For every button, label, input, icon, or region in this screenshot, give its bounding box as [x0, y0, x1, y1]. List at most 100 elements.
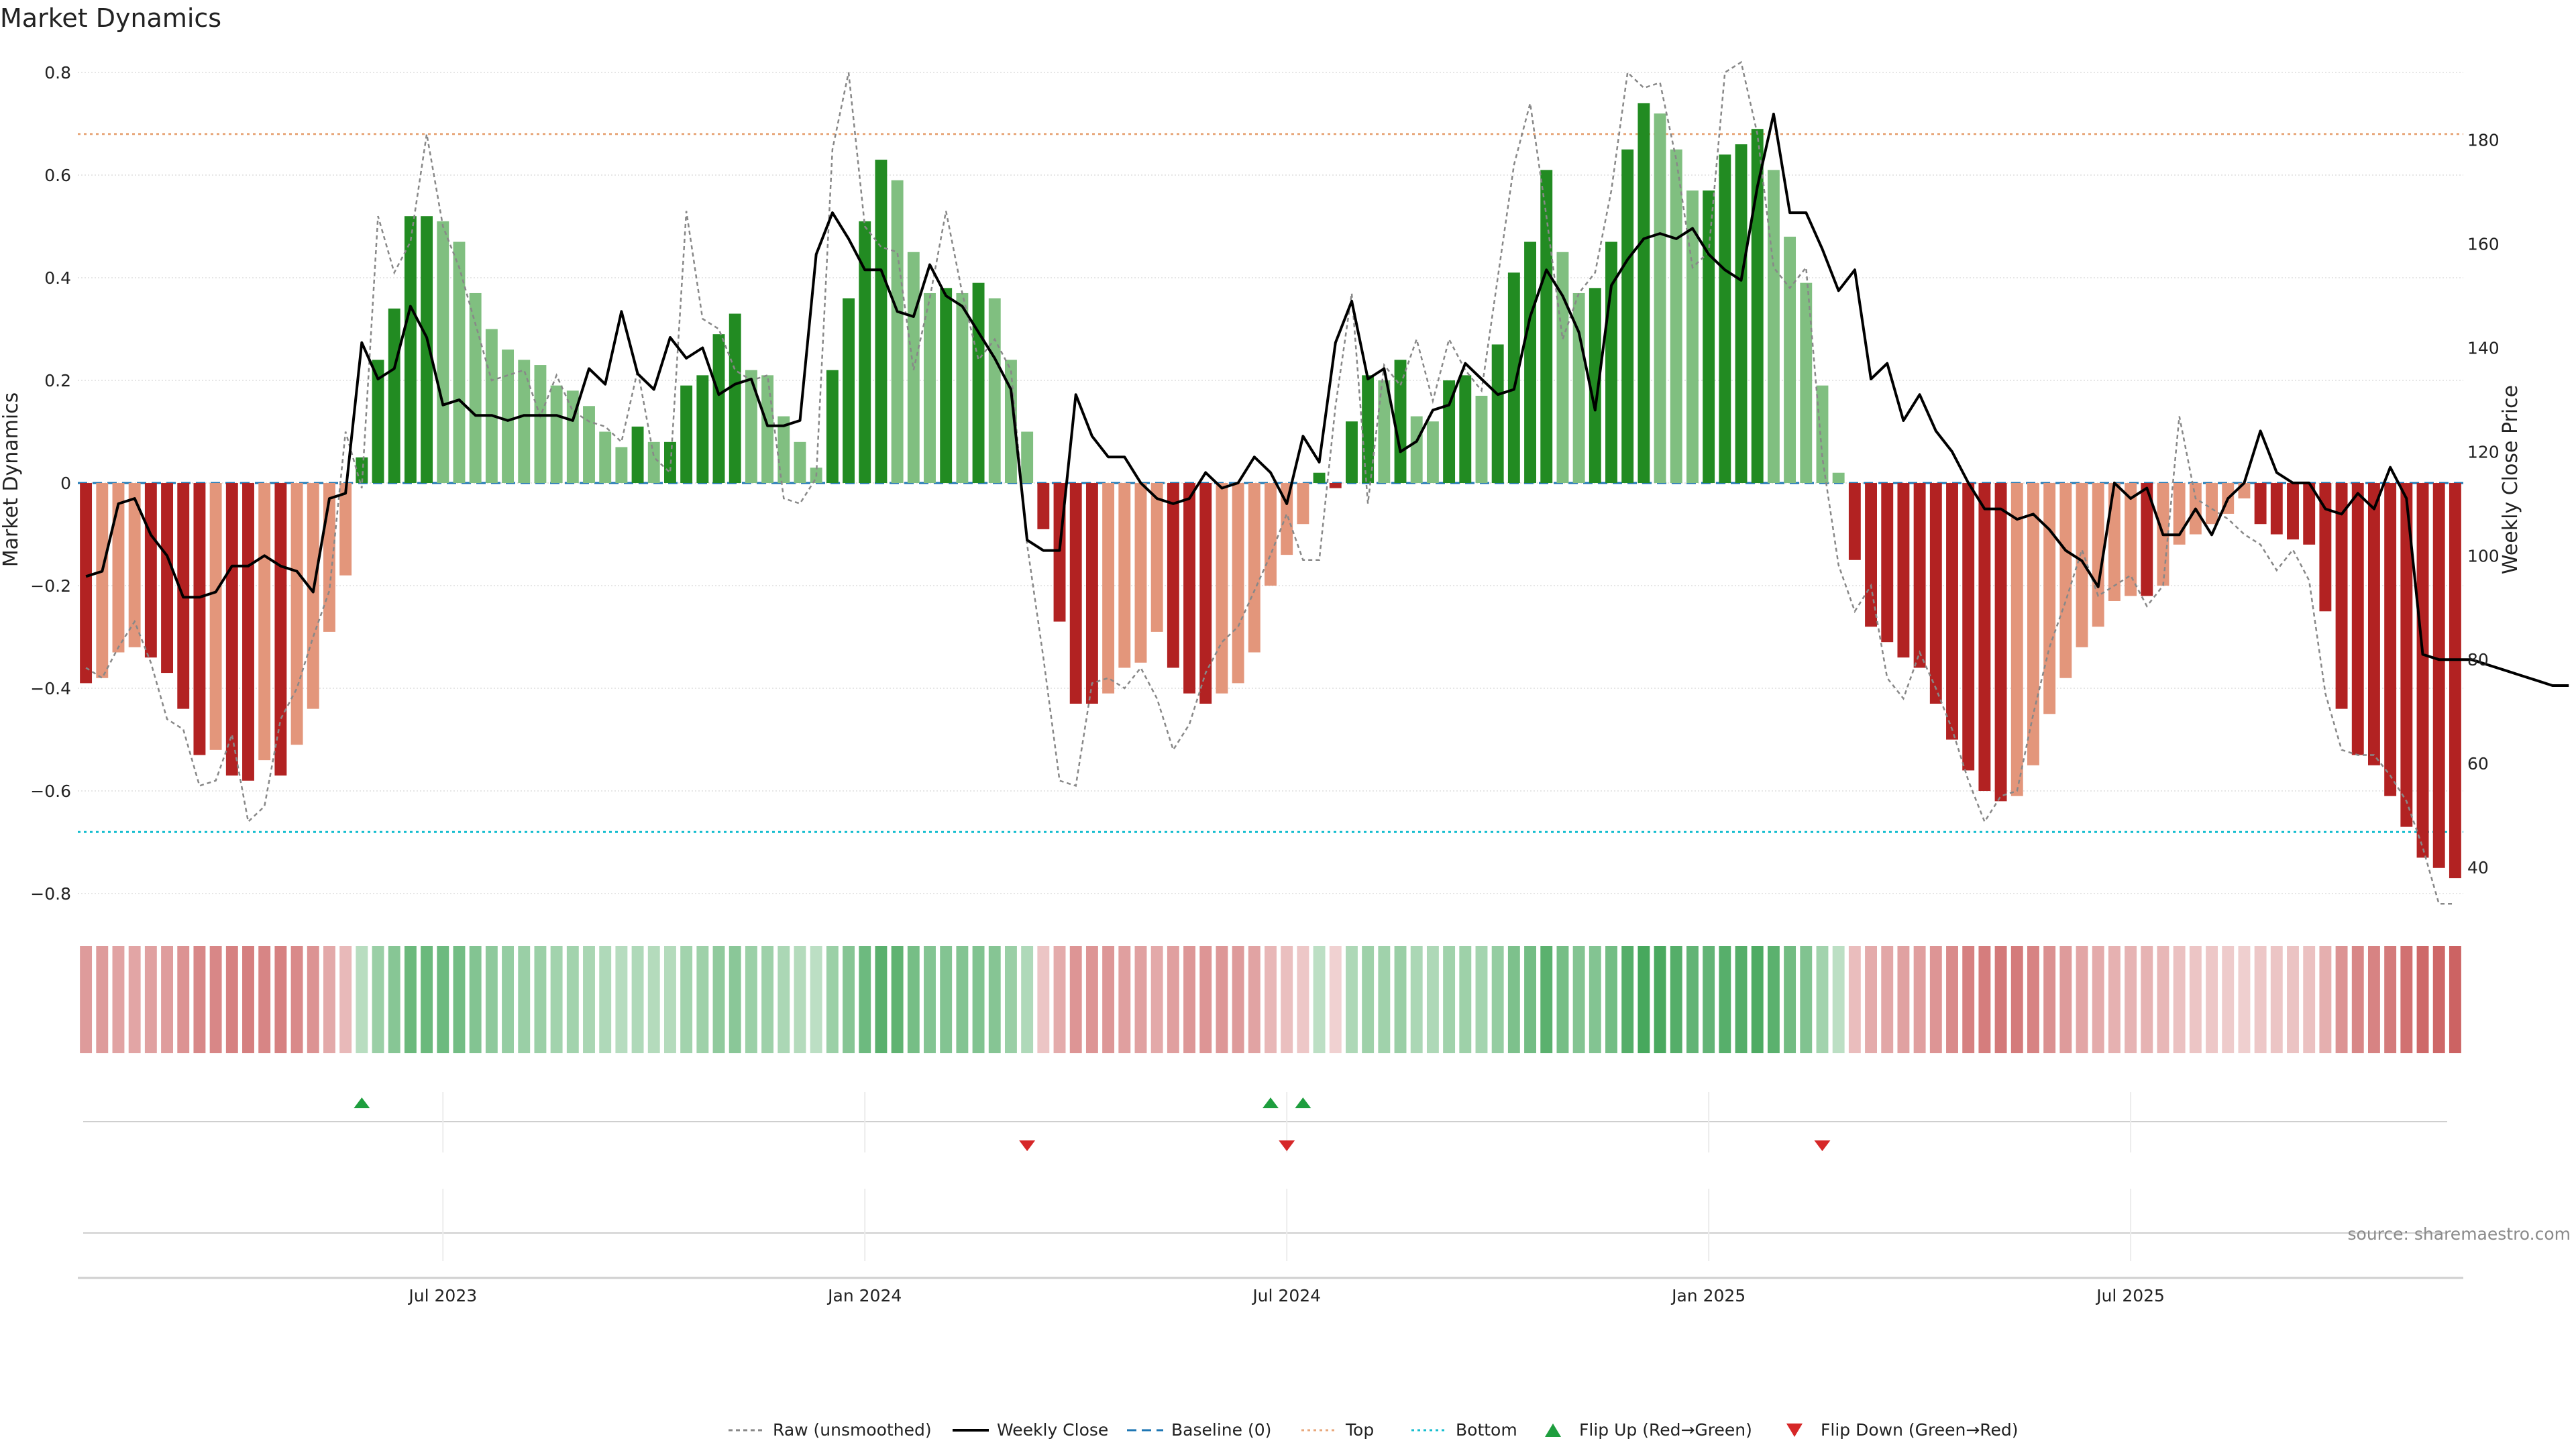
- y2-axis-label: Weekly Close Price: [2499, 385, 2522, 574]
- bar: [307, 483, 319, 709]
- heat-cell: [307, 946, 319, 1053]
- bar: [1654, 113, 1666, 484]
- heat-cell: [1994, 946, 2007, 1053]
- bar: [2449, 483, 2461, 879]
- heat-cell: [2319, 946, 2332, 1053]
- heat-cell: [1297, 946, 1309, 1053]
- source-note: source: sharemaestro.com: [2348, 1224, 2571, 1244]
- x-tick-label: Jan 2025: [1670, 1286, 1746, 1305]
- y2-tick-label: 160: [2467, 235, 2500, 254]
- bar: [258, 483, 271, 761]
- bar: [1005, 360, 1017, 484]
- flip-up-marker: [354, 1097, 370, 1108]
- bar: [453, 241, 466, 484]
- y2-tick-label: 60: [2467, 754, 2489, 773]
- bar: [2368, 483, 2380, 765]
- heat-cell: [225, 946, 238, 1053]
- bar: [1556, 252, 1569, 484]
- heat-cell: [2125, 946, 2137, 1053]
- bar: [193, 483, 206, 755]
- bar: [2254, 483, 2267, 525]
- heat-cell: [1524, 946, 1536, 1053]
- bar: [1021, 431, 1034, 484]
- heat-cell: [372, 946, 384, 1053]
- heat-cell: [1005, 946, 1017, 1053]
- legend-item: Raw (unsmoothed): [729, 1420, 932, 1440]
- heat-cell: [712, 946, 725, 1053]
- axes: 0.8 0.6 0.4 0.2 0 −0.2 −0.4 −0.6 −0.8 180 160 140 12…: [30, 63, 2499, 1305]
- heat-cell: [1865, 946, 1877, 1053]
- bar: [1638, 103, 1650, 484]
- heat-cell: [1329, 946, 1342, 1053]
- bar: [372, 360, 384, 484]
- heat-cell: [161, 946, 173, 1053]
- bars: [80, 103, 2461, 879]
- heat-cell: [2432, 946, 2445, 1053]
- heat-cell: [469, 946, 482, 1053]
- heat-cell: [1832, 946, 1845, 1053]
- heat-cell: [940, 946, 953, 1053]
- chart-title: Market Dynamics: [0, 3, 221, 33]
- bar: [1150, 483, 1163, 632]
- bar: [1946, 483, 1958, 740]
- bar: [1037, 483, 1050, 529]
- bar: [290, 483, 303, 745]
- bar: [875, 160, 888, 484]
- heat-cell: [2141, 946, 2153, 1053]
- bar: [161, 483, 173, 674]
- heat-cell: [1167, 946, 1179, 1053]
- bar: [339, 483, 352, 576]
- heat-cell: [631, 946, 644, 1053]
- heat-strip: [80, 946, 2461, 1053]
- heat-cell: [826, 946, 839, 1053]
- legend-swatch-flip-down: [1786, 1424, 1803, 1437]
- heat-cell: [421, 946, 433, 1053]
- y2-tick-label: 100: [2467, 546, 2500, 566]
- heat-cell: [339, 946, 352, 1053]
- heat-cell: [1118, 946, 1131, 1053]
- bar: [1232, 483, 1244, 684]
- legend-label: Flip Down (Green→Red): [1821, 1420, 2019, 1440]
- heat-cell: [1037, 946, 1050, 1053]
- bar: [988, 298, 1001, 484]
- heat-cell: [1735, 946, 1748, 1053]
- heat-cell: [2076, 946, 2088, 1053]
- flip-down-marker: [1814, 1140, 1831, 1151]
- bar: [1069, 483, 1082, 704]
- bar: [1459, 375, 1472, 484]
- heat-cell: [2254, 946, 2267, 1053]
- heat-cell: [2335, 946, 2348, 1053]
- legend-label: Bottom: [1456, 1420, 1517, 1440]
- bar: [1410, 416, 1423, 484]
- bar: [599, 431, 612, 484]
- bar: [2416, 483, 2429, 858]
- heat-cell: [729, 946, 741, 1053]
- bar: [647, 441, 660, 484]
- heat-cell: [1703, 946, 1715, 1053]
- heat-cell: [1638, 946, 1650, 1053]
- heat-cell: [1459, 946, 1472, 1053]
- bar: [80, 483, 93, 684]
- heat-cell: [891, 946, 904, 1053]
- bar: [1199, 483, 1212, 704]
- y-tick-label: −0.8: [30, 884, 71, 904]
- bar: [1670, 149, 1682, 484]
- heat-cell: [1751, 946, 1764, 1053]
- legend-item: Top: [1301, 1420, 1374, 1440]
- bar: [956, 292, 969, 484]
- bar: [1816, 385, 1829, 484]
- heat-cell: [1394, 946, 1407, 1053]
- bar: [1881, 483, 1894, 643]
- heat-cell: [1621, 946, 1634, 1053]
- bar: [1540, 170, 1553, 484]
- heat-cell: [2108, 946, 2121, 1053]
- bar: [631, 426, 644, 484]
- heat-cell: [2222, 946, 2235, 1053]
- bar: [2141, 483, 2153, 596]
- weekly-close-series: [85, 113, 2569, 687]
- heat-cell: [209, 946, 222, 1053]
- reference-lines: [78, 133, 2463, 833]
- bar: [128, 483, 141, 647]
- bar: [2125, 483, 2137, 596]
- bar: [1962, 483, 1975, 771]
